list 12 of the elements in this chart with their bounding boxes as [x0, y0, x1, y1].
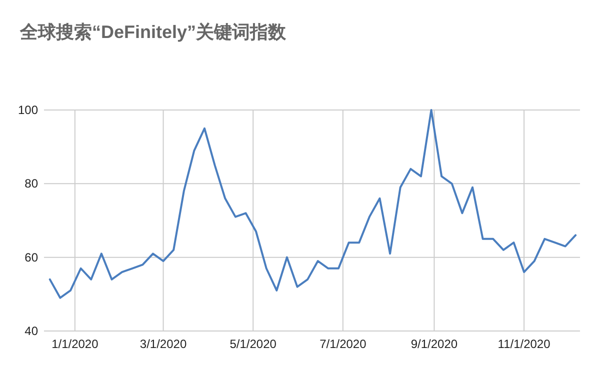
- x-tick-label: 1/1/2020: [52, 337, 99, 351]
- x-tick-label: 9/1/2020: [410, 337, 458, 351]
- x-tick-label: 3/1/2020: [140, 337, 187, 351]
- x-tick-label: 5/1/2020: [230, 337, 277, 351]
- x-tick-label: 11/1/2020: [498, 337, 551, 351]
- line-series: [48, 109, 577, 299]
- y-tick-label: 40: [24, 324, 38, 338]
- x-tick-label: 7/1/2020: [320, 337, 367, 351]
- y-tick-label: 100: [18, 103, 38, 117]
- y-tick-label: 80: [24, 176, 38, 191]
- y-tick-label: 60: [24, 250, 38, 264]
- chart-title: 全球搜索“DeFinitely”关键词指数: [19, 22, 288, 42]
